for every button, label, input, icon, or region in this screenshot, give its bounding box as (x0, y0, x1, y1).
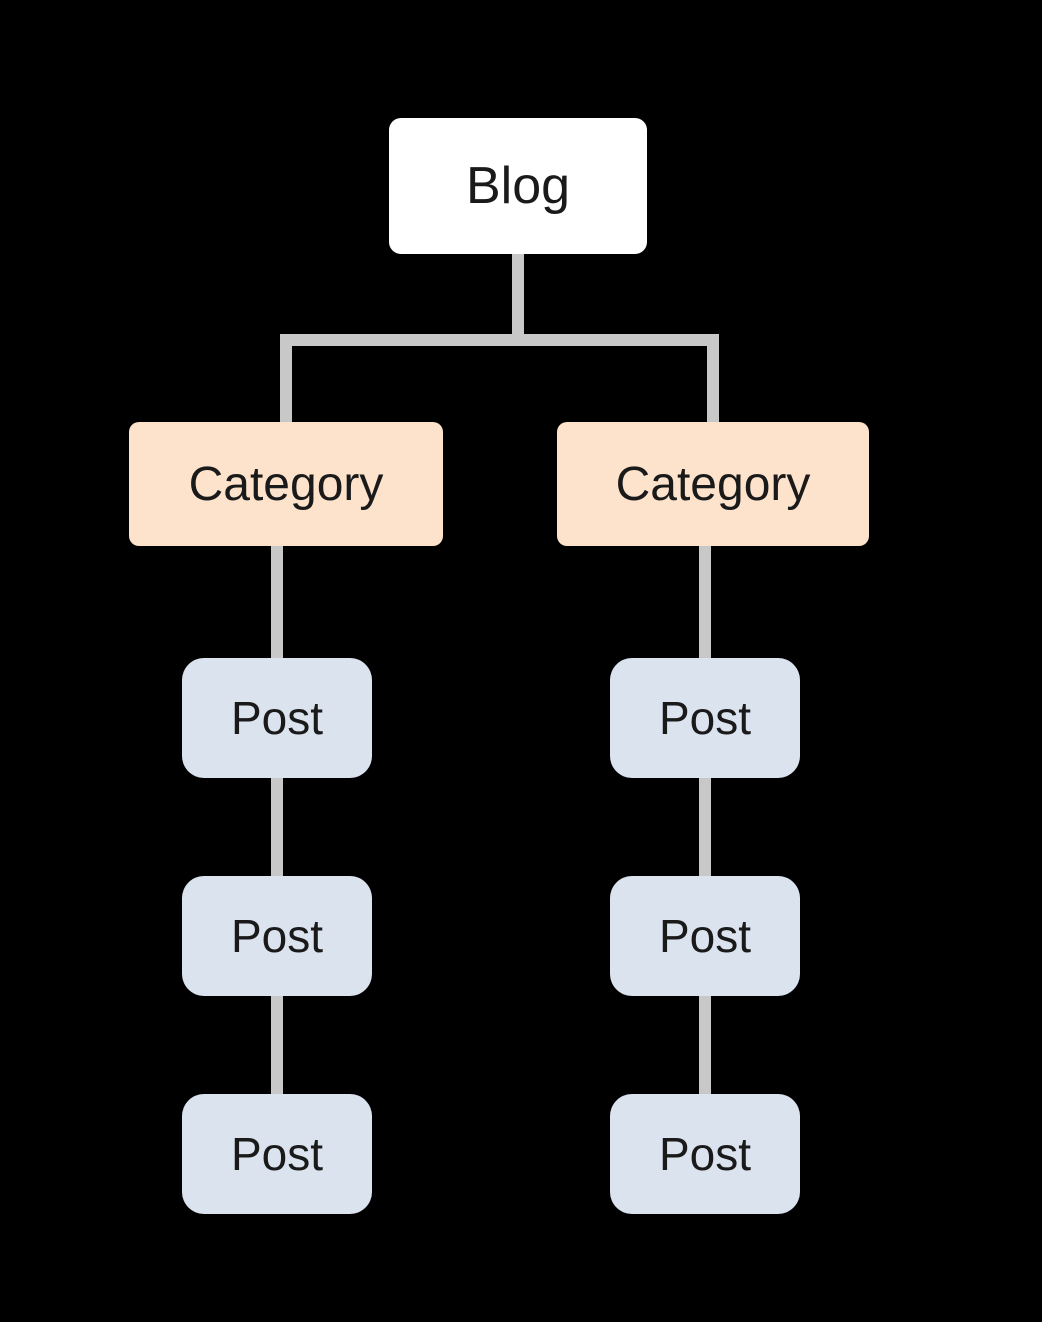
node-label: Post (659, 691, 751, 745)
edge-root-cat-left (286, 254, 518, 422)
node-root: Blog (389, 118, 647, 254)
node-post-r3: Post (610, 1094, 800, 1214)
node-cat-right: Category (557, 422, 869, 546)
node-label: Blog (466, 156, 570, 216)
node-post-r2: Post (610, 876, 800, 996)
node-post-l1: Post (182, 658, 372, 778)
edge-root-cat-right (518, 254, 713, 422)
node-label: Category (616, 457, 811, 512)
node-label: Post (231, 1127, 323, 1181)
node-post-r1: Post (610, 658, 800, 778)
node-label: Post (231, 909, 323, 963)
node-label: Post (659, 1127, 751, 1181)
node-label: Category (189, 457, 384, 512)
node-cat-left: Category (129, 422, 443, 546)
node-post-l2: Post (182, 876, 372, 996)
node-post-l3: Post (182, 1094, 372, 1214)
node-label: Post (231, 691, 323, 745)
node-label: Post (659, 909, 751, 963)
